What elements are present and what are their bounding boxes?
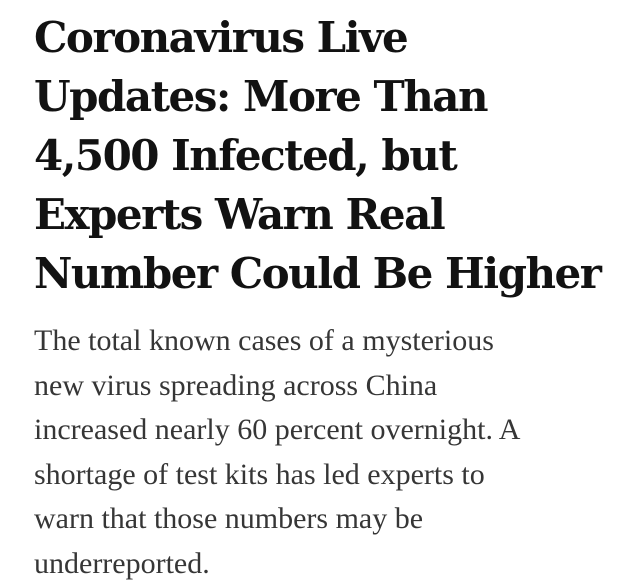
headline-line: 4,500 Infected, but	[34, 126, 624, 185]
summary-line: shortage of test kits has led experts to	[34, 453, 624, 498]
article-headline: Coronavirus Live Updates: More Than 4,50…	[34, 8, 624, 303]
summary-line: new virus spreading across China	[34, 364, 624, 409]
summary-line: underreported.	[34, 542, 624, 586]
article-summary: The total known cases of a mysterious ne…	[34, 319, 624, 586]
summary-line: warn that those numbers may be	[34, 497, 624, 542]
summary-line: increased nearly 60 percent overnight. A	[34, 408, 624, 453]
headline-line: Updates: More Than	[34, 67, 624, 126]
news-article: Coronavirus Live Updates: More Than 4,50…	[34, 8, 624, 586]
headline-line: Number Could Be Higher	[34, 244, 624, 303]
summary-line: The total known cases of a mysterious	[34, 319, 624, 364]
headline-line: Coronavirus Live	[34, 8, 624, 67]
headline-line: Experts Warn Real	[34, 185, 624, 244]
